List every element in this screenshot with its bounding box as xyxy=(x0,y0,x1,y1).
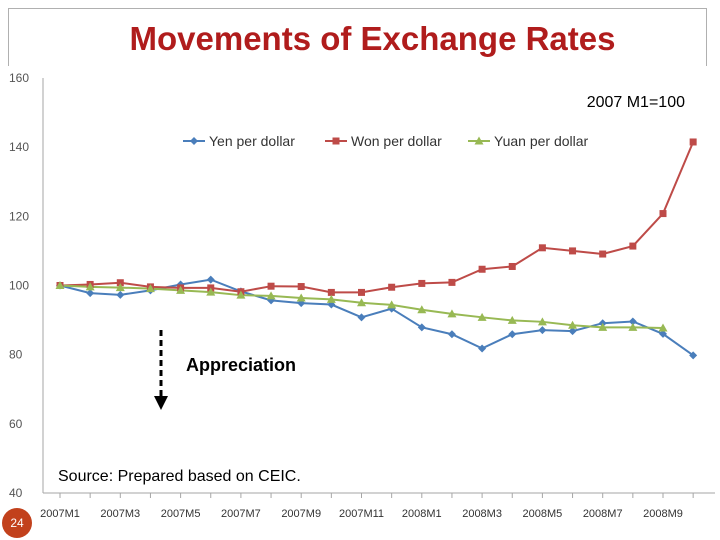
data-point-yuan xyxy=(326,294,336,303)
appreciation-arrow-head xyxy=(154,396,168,410)
data-point-yuan xyxy=(266,291,276,300)
x-tick-label: 2007M7 xyxy=(221,508,261,520)
data-point-yuan xyxy=(568,320,578,329)
frame-right-line xyxy=(706,8,707,66)
data-point-yuan xyxy=(658,323,668,332)
page-number-badge: 24 xyxy=(2,508,32,538)
frame-top-line xyxy=(8,8,706,9)
data-point-won xyxy=(267,282,275,290)
data-point-yuan xyxy=(537,317,547,326)
data-point-yuan xyxy=(85,282,95,291)
data-point-yuan xyxy=(357,298,366,307)
data-point-yen xyxy=(538,326,547,335)
data-point-won xyxy=(327,288,335,296)
data-point-yuan xyxy=(447,309,457,318)
data-point-yuan xyxy=(417,305,427,314)
data-point-yen xyxy=(659,329,667,338)
data-point-won xyxy=(569,247,577,255)
data-point-yen xyxy=(478,344,487,353)
y-tick-label: 40 xyxy=(9,486,23,500)
data-point-yen xyxy=(206,275,215,284)
y-tick-label: 60 xyxy=(9,417,23,431)
data-point-yuan xyxy=(296,293,306,302)
data-point-yuan xyxy=(474,136,484,145)
data-point-yuan xyxy=(115,283,125,292)
data-point-yuan xyxy=(387,300,397,309)
slide-title: Movements of Exchange Rates xyxy=(129,20,616,57)
data-point-won xyxy=(689,138,697,146)
data-point-won xyxy=(116,279,124,287)
base-period-note: 2007 M1=100 xyxy=(587,94,685,111)
data-point-yuan xyxy=(628,322,638,331)
series-line-yen xyxy=(59,278,694,357)
data-point-yen xyxy=(357,313,366,322)
data-point-won xyxy=(297,283,305,291)
data-point-yen xyxy=(568,327,577,336)
x-tick-label: 2008M1 xyxy=(402,508,442,520)
data-point-yuan xyxy=(176,285,186,294)
y-tick-label: 120 xyxy=(9,209,29,223)
data-point-yen xyxy=(689,351,698,360)
data-point-yen xyxy=(86,289,95,298)
data-point-won xyxy=(332,137,340,145)
data-point-won xyxy=(448,278,456,286)
data-point-won xyxy=(538,244,546,252)
data-point-won xyxy=(478,265,486,273)
x-tick-label: 2007M11 xyxy=(339,508,384,520)
legend-label: Yuan per dollar xyxy=(494,133,589,149)
x-tick-label: 2007M9 xyxy=(281,508,321,520)
data-point-won xyxy=(629,242,637,250)
data-point-yuan xyxy=(477,312,487,321)
x-tick-label: 2008M5 xyxy=(523,508,563,520)
y-tick-label: 100 xyxy=(9,279,29,293)
source-note: Source: Prepared based on CEIC. xyxy=(58,468,301,485)
data-point-yuan xyxy=(206,287,216,296)
data-point-won xyxy=(388,283,396,291)
data-point-yen xyxy=(190,137,198,145)
x-tick-label: 2007M5 xyxy=(161,508,201,520)
data-point-yuan xyxy=(236,290,246,299)
data-point-yuan xyxy=(598,322,608,331)
x-tick-label: 2007M3 xyxy=(100,508,140,520)
data-point-yuan xyxy=(507,315,517,324)
legend-label: Yen per dollar xyxy=(209,133,295,149)
data-point-won xyxy=(659,210,667,218)
data-point-won xyxy=(358,288,365,296)
data-point-yuan xyxy=(55,281,65,289)
frame-left-line xyxy=(8,8,9,66)
data-point-yuan xyxy=(145,284,155,293)
data-point-yen xyxy=(508,330,517,339)
data-point-yen xyxy=(628,317,637,326)
x-tick-label: 2007M1 xyxy=(40,508,80,520)
x-tick-label: 2008M3 xyxy=(462,508,502,520)
series-line-won xyxy=(59,141,695,294)
appreciation-label: Appreciation xyxy=(186,355,296,375)
y-tick-label: 160 xyxy=(9,71,29,85)
data-point-won xyxy=(418,279,426,287)
x-tick-label: 2008M9 xyxy=(643,508,683,520)
data-point-won xyxy=(599,250,607,258)
data-point-yen xyxy=(116,290,125,299)
data-point-yen xyxy=(447,330,456,339)
data-point-yen xyxy=(417,323,426,332)
data-point-won xyxy=(508,262,516,270)
legend-label: Won per dollar xyxy=(351,133,442,149)
y-tick-label: 80 xyxy=(9,348,23,362)
y-tick-label: 140 xyxy=(9,140,29,154)
x-tick-label: 2008M7 xyxy=(583,508,623,520)
